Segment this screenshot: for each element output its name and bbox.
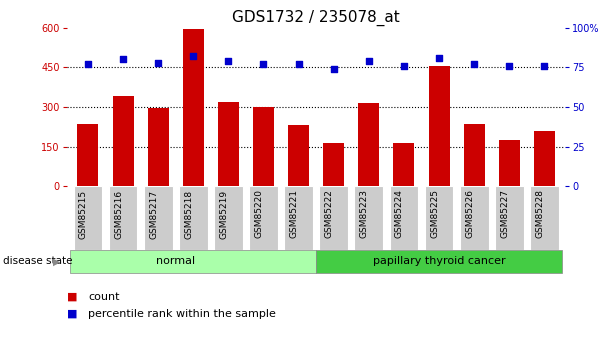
Bar (358, 103, 379, 186)
Bar (354, 186, 383, 250)
Bar (148, 108, 168, 186)
Text: GSM85220: GSM85220 (255, 189, 263, 238)
Text: GSM85217: GSM85217 (149, 189, 158, 239)
Text: GSM85228: GSM85228 (536, 189, 544, 238)
Text: GSM85219: GSM85219 (219, 189, 229, 239)
Text: GSM85226: GSM85226 (465, 189, 474, 238)
Bar (218, 102, 239, 186)
Text: disease state: disease state (3, 256, 72, 266)
Point (364, 58, 374, 64)
Bar (319, 186, 348, 250)
Point (434, 55, 444, 60)
Point (83, 61, 93, 67)
Point (539, 63, 549, 68)
Point (258, 61, 268, 67)
Point (294, 61, 303, 67)
Text: GSM85225: GSM85225 (430, 189, 439, 238)
Bar (499, 140, 520, 186)
Bar (183, 29, 204, 186)
Text: count: count (88, 292, 120, 302)
Bar (253, 107, 274, 186)
Text: GSM85215: GSM85215 (79, 189, 88, 239)
Bar (112, 96, 134, 186)
Bar (424, 186, 454, 250)
Bar (249, 186, 278, 250)
Bar (464, 124, 485, 186)
Point (505, 63, 514, 68)
Bar (143, 186, 173, 250)
Point (118, 57, 128, 62)
Bar (179, 186, 208, 250)
Bar (390, 186, 418, 250)
Bar (288, 126, 309, 186)
Text: papillary thyroid cancer: papillary thyroid cancer (373, 256, 505, 266)
Title: GDS1732 / 235078_at: GDS1732 / 235078_at (232, 10, 400, 26)
Bar (284, 186, 313, 250)
Text: ■: ■ (67, 309, 77, 319)
Bar (214, 186, 243, 250)
Bar (77, 124, 98, 186)
Text: GSM85222: GSM85222 (325, 189, 334, 238)
Text: GSM85227: GSM85227 (500, 189, 510, 238)
Point (153, 60, 163, 65)
Text: normal: normal (156, 256, 195, 266)
Text: GSM85221: GSM85221 (289, 189, 299, 238)
Text: ▶: ▶ (54, 256, 61, 266)
Text: GSM85216: GSM85216 (114, 189, 123, 239)
Point (224, 58, 233, 64)
Bar (316, 250, 562, 273)
Point (188, 53, 198, 59)
Bar (460, 186, 489, 250)
Bar (323, 142, 344, 186)
Bar (71, 250, 316, 273)
Bar (530, 186, 559, 250)
Bar (495, 186, 523, 250)
Text: percentile rank within the sample: percentile rank within the sample (88, 309, 276, 319)
Text: ■: ■ (67, 292, 77, 302)
Bar (429, 66, 449, 186)
Point (329, 66, 339, 72)
Point (469, 61, 479, 67)
Text: GSM85224: GSM85224 (395, 189, 404, 238)
Text: GSM85223: GSM85223 (360, 189, 369, 238)
Point (399, 63, 409, 68)
Text: GSM85218: GSM85218 (184, 189, 193, 239)
Bar (74, 186, 102, 250)
Bar (109, 186, 137, 250)
Bar (534, 131, 555, 186)
Bar (393, 142, 415, 186)
